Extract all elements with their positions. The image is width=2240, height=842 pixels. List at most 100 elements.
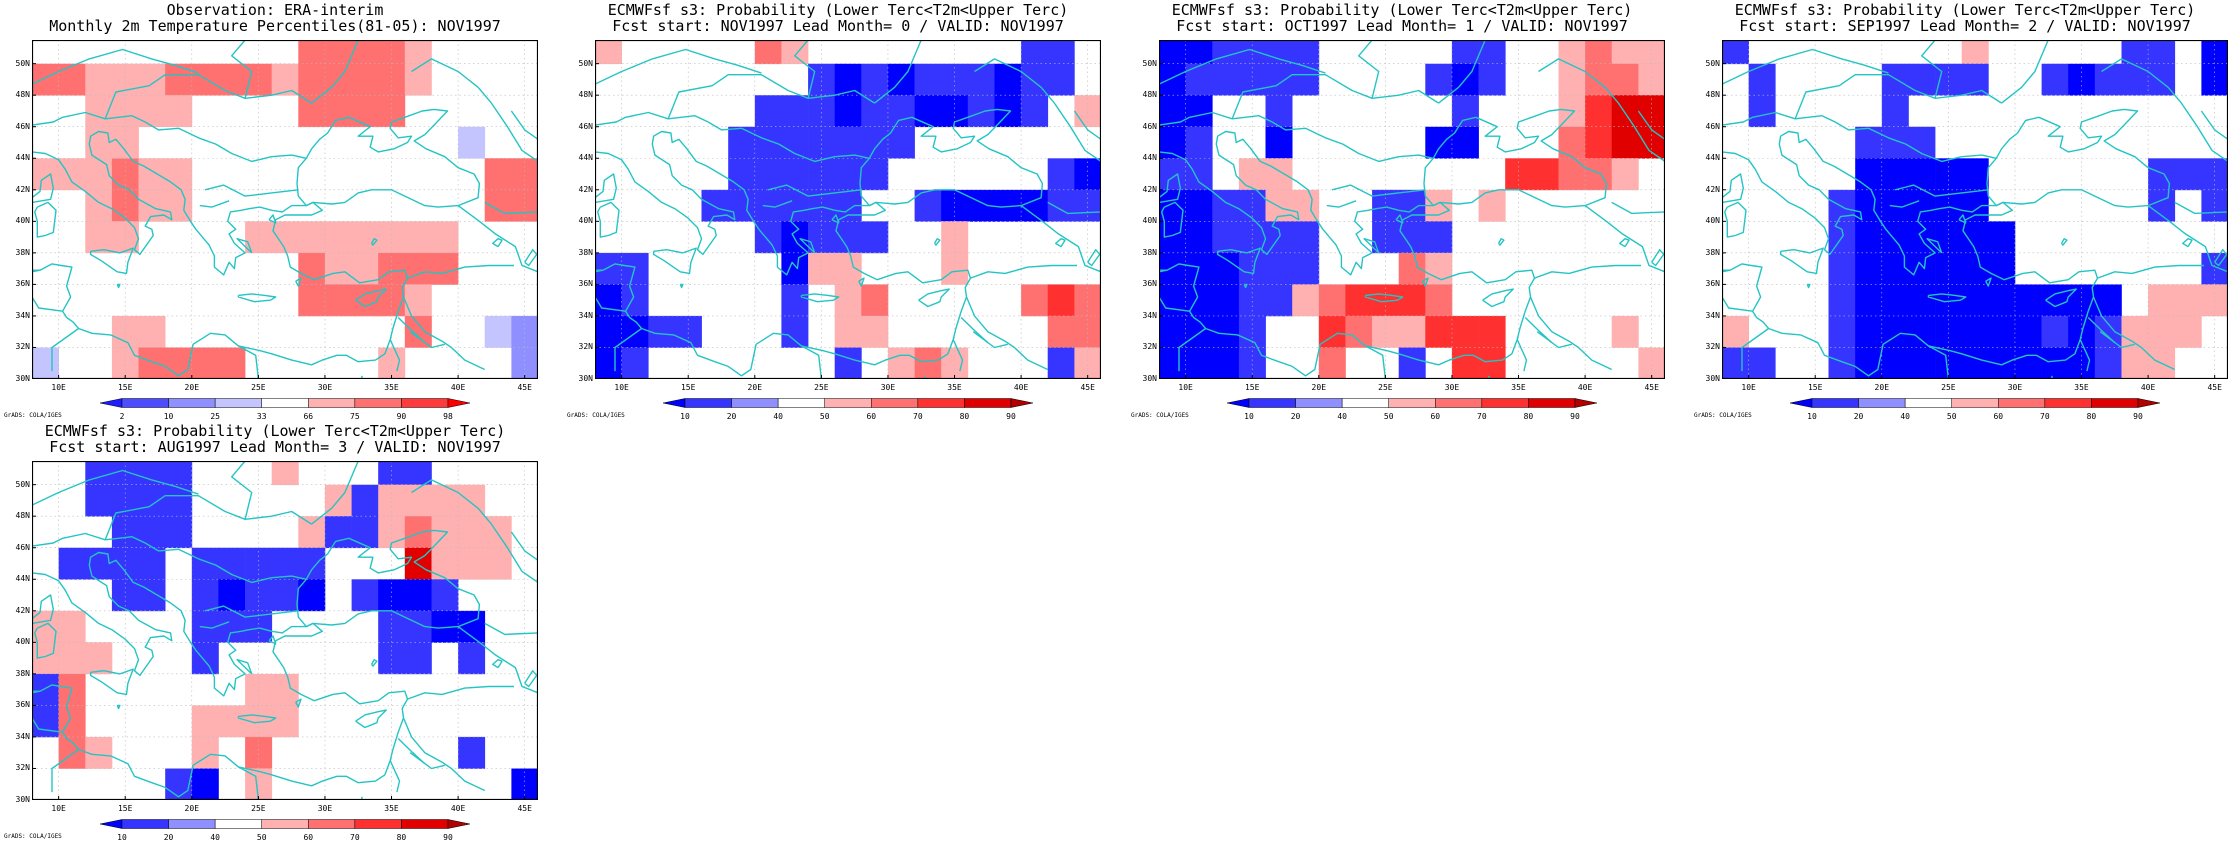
colorbar-segment bbox=[731, 398, 779, 408]
coastline bbox=[524, 249, 538, 267]
coastline bbox=[1231, 74, 1439, 120]
lon-tick-label: 20E bbox=[1874, 383, 1890, 392]
colorbar-low-end bbox=[663, 398, 686, 408]
grid-cell bbox=[1265, 252, 1293, 285]
grid-cell bbox=[404, 484, 432, 517]
grid-cell bbox=[404, 63, 432, 96]
grid-cell bbox=[1881, 63, 1909, 96]
grid-cell bbox=[1451, 315, 1479, 348]
coastline bbox=[402, 296, 485, 371]
grid-cell bbox=[1585, 158, 1613, 191]
colorbar-high-end bbox=[447, 398, 470, 408]
grid-cell bbox=[191, 579, 219, 612]
coastline bbox=[1536, 331, 1572, 349]
grid-cell bbox=[378, 461, 406, 486]
grid-cell bbox=[1238, 252, 1266, 285]
grid-cell bbox=[298, 221, 326, 254]
grid-cell bbox=[1159, 158, 1186, 191]
lat-tick-label: 42N bbox=[1705, 184, 1720, 194]
grid-cell bbox=[1828, 315, 1856, 348]
coastline bbox=[1538, 58, 1665, 162]
grid-cell bbox=[165, 484, 193, 517]
grid-cell bbox=[1855, 252, 1883, 285]
lat-tick-label: 34N bbox=[578, 310, 593, 320]
panel-title: ECMWFsf s3: Probability (Lower Terc<T2m<… bbox=[1171, 1, 1633, 19]
coastline bbox=[858, 277, 865, 287]
lat-tick-label: 38N bbox=[578, 247, 593, 257]
grid-cell bbox=[595, 284, 622, 317]
grid-cell bbox=[754, 221, 782, 254]
coastline bbox=[1055, 238, 1066, 248]
coastline bbox=[1047, 201, 1101, 215]
lon-tick-label: 45E bbox=[517, 804, 532, 813]
grid-cell bbox=[2094, 315, 2122, 348]
grid-cell bbox=[404, 284, 432, 317]
coastline bbox=[800, 293, 840, 303]
grid-cell bbox=[1425, 221, 1453, 254]
grid-cell bbox=[861, 95, 889, 128]
lat-tick-label: 46N bbox=[1705, 121, 1720, 131]
lon-tick-label: 45E bbox=[1080, 383, 1095, 392]
lon-tick-label: 10E bbox=[51, 804, 66, 813]
grid-cell bbox=[1478, 63, 1506, 96]
grid-cell bbox=[1238, 40, 1266, 65]
coastline bbox=[1497, 238, 1505, 246]
map-panel-lead2: ECMWFsf s3: Probability (Lower Terc<T2m<… bbox=[1690, 0, 2240, 421]
grid-cell bbox=[484, 158, 512, 191]
grid-cell bbox=[351, 484, 379, 517]
map-plot bbox=[32, 40, 538, 379]
grid-cell bbox=[1021, 189, 1049, 222]
grid-cell bbox=[32, 158, 59, 191]
coastline bbox=[144, 542, 307, 584]
grid-cell bbox=[834, 63, 862, 96]
grid-cell bbox=[1212, 347, 1240, 379]
coastline bbox=[1722, 173, 1744, 204]
lat-tick-label: 32N bbox=[1705, 342, 1720, 352]
grid-cell bbox=[404, 461, 432, 486]
colorbar-segment bbox=[168, 398, 216, 408]
coastline bbox=[679, 283, 684, 289]
grid-cell bbox=[351, 63, 379, 96]
colorbar-segment bbox=[684, 398, 732, 408]
coastline bbox=[595, 111, 709, 126]
grid-cell bbox=[861, 315, 889, 348]
grid-cell bbox=[484, 547, 512, 580]
lon-tick-label: 15E bbox=[680, 383, 696, 392]
coastline bbox=[1271, 121, 1434, 163]
grid-cell bbox=[298, 252, 326, 285]
grid-cell bbox=[1159, 347, 1186, 379]
coastline bbox=[89, 668, 134, 696]
grid-cell bbox=[191, 63, 219, 96]
grid-cell bbox=[191, 547, 219, 580]
grid-cell bbox=[1748, 63, 1776, 96]
grid-cell bbox=[191, 347, 219, 379]
coastline bbox=[1161, 201, 1184, 238]
lon-tick-label: 15E bbox=[1244, 383, 1260, 392]
grid-cell bbox=[1212, 40, 1240, 65]
grid-cell bbox=[1748, 347, 1776, 379]
coastline bbox=[411, 58, 538, 162]
grid-cell bbox=[1722, 347, 1749, 379]
grid-cell bbox=[218, 705, 246, 738]
lon-tick-label: 35E bbox=[384, 383, 399, 392]
colorbar-segment bbox=[1998, 398, 2046, 408]
lat-tick-label: 40N bbox=[1705, 216, 1720, 226]
colorbar-label: 40 bbox=[773, 412, 783, 421]
grid-cell bbox=[781, 252, 809, 285]
grid-cell bbox=[85, 484, 113, 517]
grid-cell bbox=[1881, 158, 1909, 191]
grid-cell bbox=[1185, 95, 1213, 128]
grid-cell bbox=[1212, 252, 1240, 285]
colorbar-segment bbox=[261, 819, 309, 829]
colorbar-canvas bbox=[100, 398, 470, 408]
grid-cell bbox=[1185, 347, 1213, 379]
grid-cell bbox=[404, 221, 432, 254]
coastline bbox=[32, 594, 54, 625]
map-canvas bbox=[32, 461, 538, 800]
grid-cell bbox=[1855, 221, 1883, 254]
grid-cell bbox=[1478, 40, 1506, 65]
grid-cell bbox=[1558, 126, 1586, 159]
grid-cell bbox=[458, 736, 486, 769]
coastline bbox=[2045, 288, 2077, 308]
colorbar bbox=[1227, 398, 1597, 409]
